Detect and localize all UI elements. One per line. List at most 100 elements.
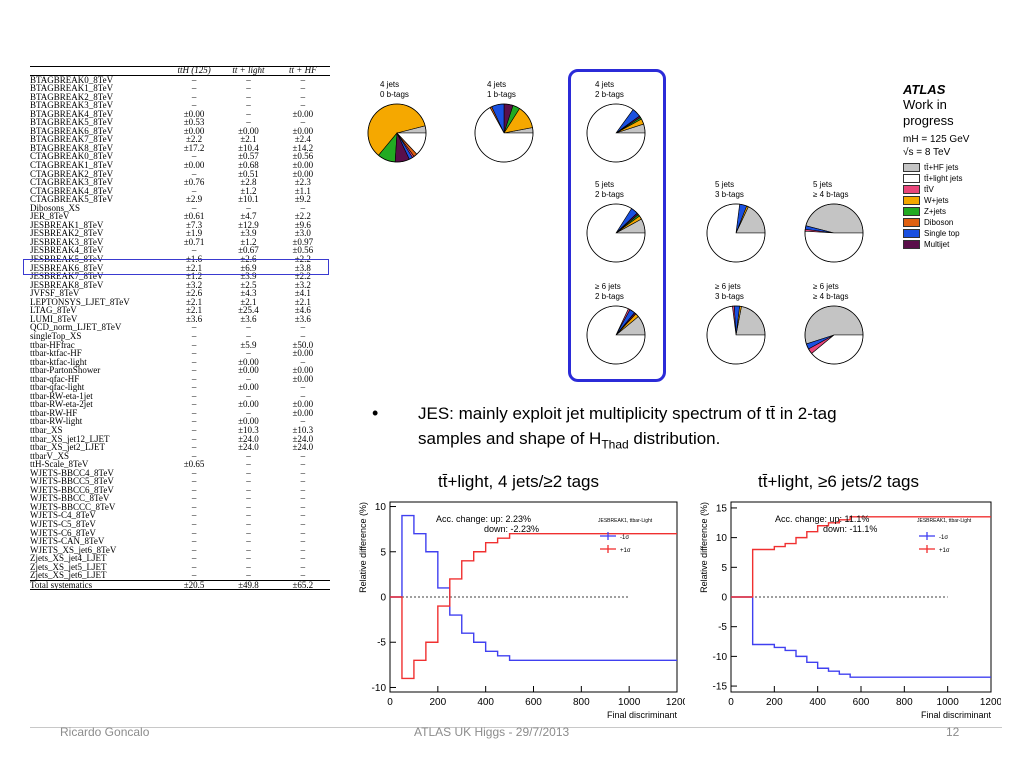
- series-line-down: [390, 514, 677, 662]
- cell-tth: ±2.1: [185, 296, 203, 307]
- atlas-title: ATLAS: [903, 82, 946, 97]
- cell-tthf: –: [300, 544, 306, 555]
- table-row: WJETS-BBCC4_8TeV – – –: [30, 467, 330, 478]
- pie-label: 4 jets 2 b-tags: [595, 80, 624, 100]
- x-tick-label: 0: [387, 697, 393, 708]
- bullet-text: JES: mainly exploit jet multiplicity spe…: [418, 401, 978, 457]
- table-row: CTAGBREAK2_8TeV – ±0.51 ±0.00: [30, 168, 330, 179]
- table-row: ttbar-HFfrac – ±5.9 ±50.0: [30, 339, 330, 350]
- cell-tth: –: [191, 510, 197, 521]
- cell-ttlight: –: [246, 510, 251, 521]
- cell-tth: –: [191, 561, 197, 572]
- cell-tthf: –: [300, 493, 306, 504]
- pie-label-jets: ≥ 6 jets: [595, 282, 621, 291]
- cell-ttlight: –: [246, 501, 251, 512]
- row-name: Dibosons_XS: [30, 202, 81, 213]
- x-tick-label: 0: [728, 697, 734, 708]
- cell-tthf: ±3.8: [294, 262, 311, 273]
- y-tick-label: 0: [380, 593, 386, 604]
- row-name: WJETS-BBCCC_8TeV: [30, 501, 116, 512]
- legend-swatch: [903, 174, 920, 183]
- row-name: CTAGBREAK0_8TeV: [30, 151, 114, 162]
- cell-tthf: ±0.00: [292, 125, 314, 136]
- row-name: CTAGBREAK3_8TeV: [30, 177, 114, 188]
- row-name: ttbarV_XS: [30, 450, 69, 461]
- cell-tthf: ±4.1: [294, 288, 311, 299]
- row-name: BTAGBREAK4_8TeV: [30, 108, 114, 119]
- row-name: BTAGBREAK5_8TeV: [30, 117, 114, 128]
- total-name: Total systematics: [30, 579, 167, 591]
- row-name: ttbar-qfac-light: [30, 382, 85, 393]
- cell-tthf: –: [300, 100, 306, 111]
- y-tick-label: 0: [721, 593, 727, 604]
- cell-ttlight: ±1.2: [240, 185, 257, 196]
- row-name: BTAGBREAK1_8TeV: [30, 83, 114, 94]
- pie-label: ≥ 6 jets 3 b-tags: [715, 282, 744, 302]
- table-row: LUMI_8TeV ±3.6 ±3.6 ±3.6: [30, 315, 330, 324]
- row-name: ttbar_XS: [30, 424, 63, 435]
- cell-tthf: ±0.56: [292, 151, 314, 162]
- pie-slice-ttlight: [804, 230, 864, 263]
- footer-rule: [30, 727, 1002, 728]
- cell-tthf: –: [300, 561, 306, 572]
- cell-tth: ±1.9: [185, 228, 203, 239]
- cell-tthf: –: [300, 390, 306, 401]
- pie-chart: [804, 203, 864, 263]
- table-row: CTAGBREAK4_8TeV – ±1.2 ±1.1: [30, 185, 330, 196]
- bullet-line-2-start: samples and shape of H: [418, 429, 602, 448]
- pie-label-tags: 0 b-tags: [380, 90, 409, 99]
- table-header-row: ttH (125) tt + light tt + HF: [30, 65, 330, 76]
- pie-outline: [586, 103, 646, 163]
- cell-tthf: –: [300, 570, 306, 581]
- cell-ttlight: ±2.1: [240, 296, 257, 307]
- cell-tthf: ±0.00: [292, 348, 314, 359]
- x-tick-label: 1000: [937, 697, 960, 708]
- row-name: JESBREAK8_8TeV: [30, 279, 104, 290]
- cell-tthf: –: [300, 91, 306, 102]
- cell-ttlight: ±5.9: [240, 339, 257, 350]
- legend-label: Diboson: [924, 218, 954, 227]
- cell-ttlight: ±0.00: [238, 356, 259, 367]
- cell-tth: –: [191, 348, 197, 359]
- cell-tth: –: [191, 484, 197, 495]
- cell-tthf: ±3.2: [294, 279, 311, 290]
- cell-tthf: ±0.00: [292, 168, 314, 179]
- cell-tth: ±0.00: [183, 125, 205, 136]
- table-row: ttbarV_XS – – –: [30, 450, 330, 461]
- row-name: Zjets_XS_jet6_LJET: [30, 570, 107, 581]
- table-row: LTAG_8TeV ±2.1 ±25.4 ±4.6: [30, 306, 330, 315]
- pie-outline: [804, 305, 864, 365]
- atlas-legend-list: tt̄+HF jets tt̄+light jets tt̄V W+jets Z+jet…: [903, 162, 1013, 250]
- table-row: ttbar-qfac-light – ±0.00 –: [30, 383, 330, 392]
- row-name: BTAGBREAK2_8TeV: [30, 91, 114, 102]
- legend-label: -1σ: [620, 535, 629, 541]
- cell-tth: –: [191, 544, 197, 555]
- cell-ttlight: ±10.1: [238, 194, 259, 205]
- cell-ttlight: ±25.4: [238, 305, 259, 316]
- x-tick-label: 1200: [666, 697, 685, 708]
- cell-tth: –: [191, 450, 197, 461]
- legend-item: Z+jets: [903, 206, 1013, 217]
- total-tth: ±20.5: [166, 579, 222, 591]
- legend-swatch: [903, 240, 920, 249]
- pie-label-tags: 2 b-tags: [595, 190, 624, 199]
- y-tick-label: -15: [713, 682, 728, 693]
- row-name: LEPTONSYS_LJET_8TeV: [30, 296, 130, 307]
- table-row: ttbar-RW-HF – – ±0.00: [30, 409, 330, 418]
- cell-tth: –: [191, 433, 197, 444]
- cell-ttlight: –: [246, 467, 251, 478]
- cell-tthf: –: [300, 553, 306, 564]
- cell-ttlight: –: [246, 407, 251, 418]
- row-name: JER_8TeV: [30, 211, 70, 222]
- table-row: ttbar-PartonShower – ±0.00 ±0.00: [30, 366, 330, 375]
- cell-tthf: –: [300, 467, 306, 478]
- y-tick-label: 10: [375, 502, 387, 513]
- y-tick-label: 5: [721, 563, 727, 574]
- cell-tthf: ±14.2: [292, 142, 314, 153]
- pie-label-jets: 5 jets: [595, 180, 615, 189]
- pie-chart: [586, 203, 646, 263]
- pie-label-tags: 2 b-tags: [595, 90, 624, 99]
- bullet-line-1: JES: mainly exploit jet multiplicity spe…: [418, 404, 837, 423]
- cell-tthf: ±2.2: [294, 211, 311, 222]
- cell-ttlight: –: [246, 484, 251, 495]
